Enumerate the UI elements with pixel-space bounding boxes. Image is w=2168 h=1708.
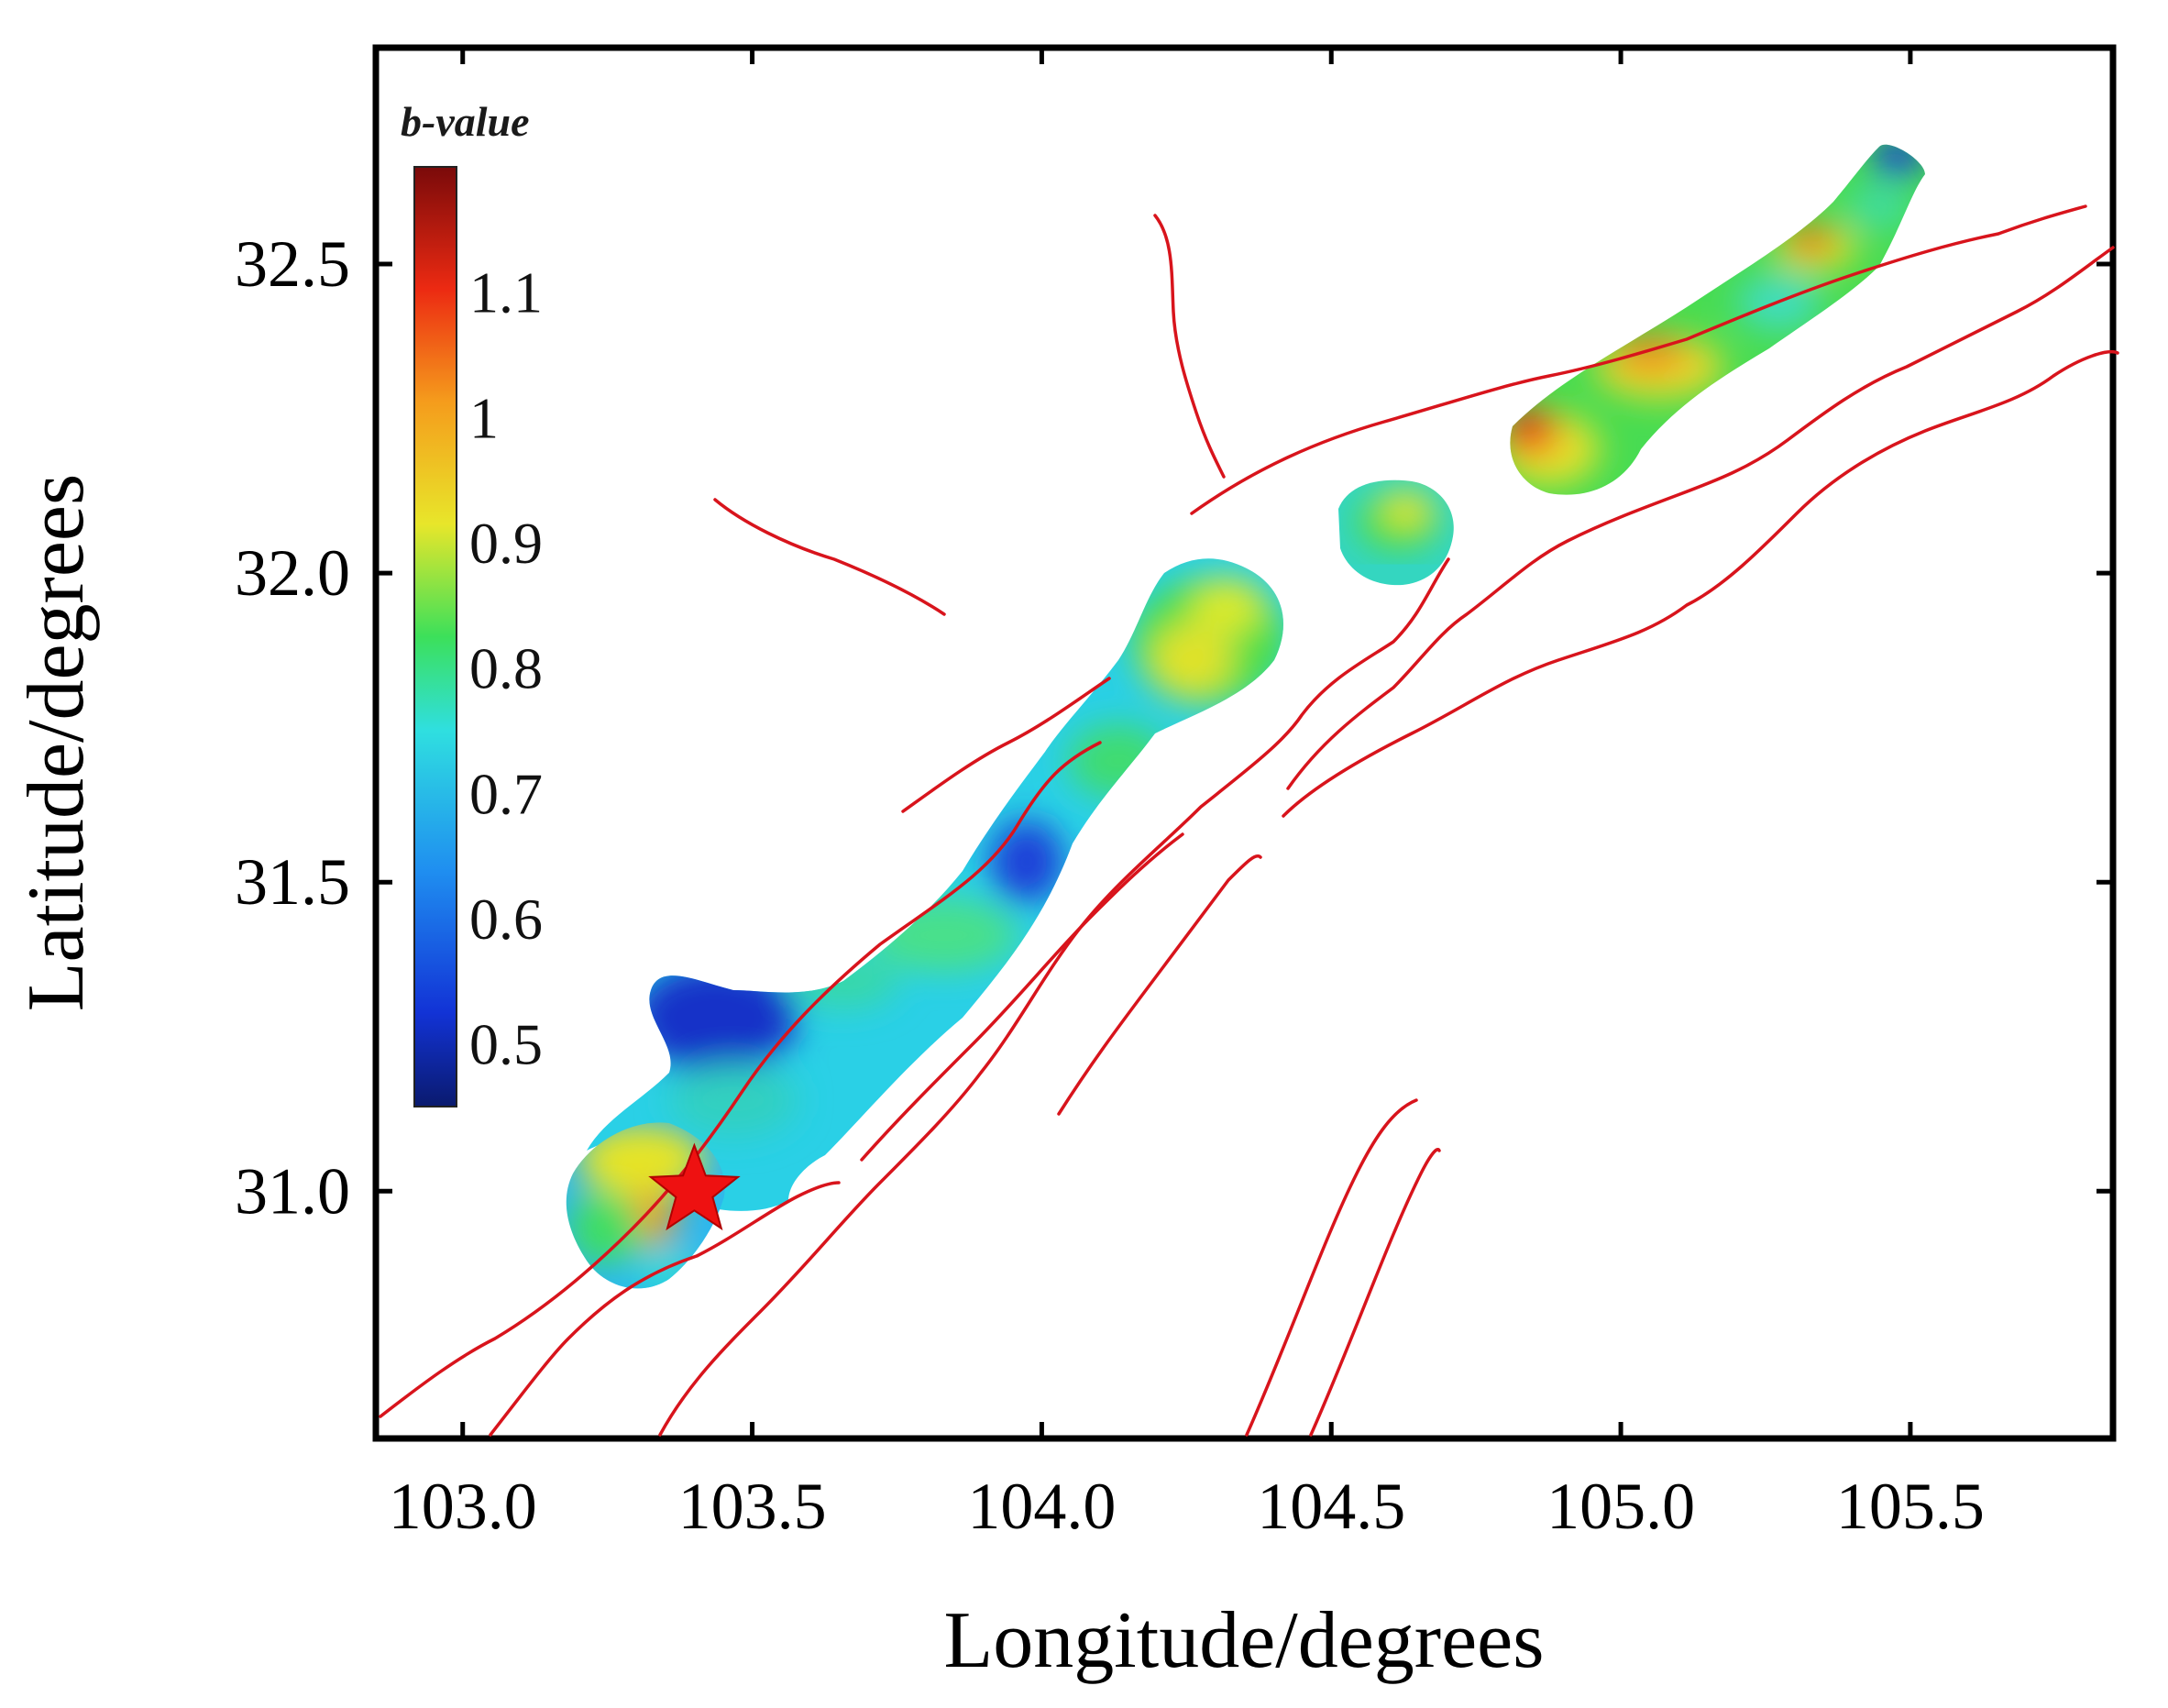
y-tick-label: 31.0 — [235, 1154, 350, 1228]
x-axis-ticks: 103.0 103.5 104.0 104.5 105.0 105.5 — [389, 48, 1985, 1543]
colorbar-gradient — [413, 166, 457, 1107]
y-tick-label: 32.0 — [235, 536, 350, 610]
y-tick-label: 32.5 — [235, 227, 350, 301]
fault-trace — [379, 741, 1102, 1418]
fault-trace — [1282, 350, 2119, 818]
y-axis-title: Latitude/degrees — [12, 474, 101, 1011]
fault-trace — [1153, 214, 1226, 479]
x-tick-label: 105.5 — [1836, 1470, 1985, 1543]
x-axis-title: Longitude/degrees — [944, 1596, 1545, 1685]
fault-trace — [489, 1181, 841, 1437]
x-tick-label: 105.0 — [1546, 1470, 1695, 1543]
x-tick-label: 104.5 — [1257, 1470, 1405, 1543]
fault-trace — [860, 832, 1184, 1162]
fault-trace — [1309, 1148, 1441, 1437]
x-tick-label: 103.0 — [389, 1470, 537, 1543]
colorbar-tick-label: 1.1 — [469, 260, 543, 325]
fault-trace — [1286, 246, 2115, 790]
fault-trace — [713, 498, 946, 616]
colorbar-tick-label: 0.7 — [469, 761, 543, 826]
plot-frame — [372, 44, 2117, 1442]
colorbar-tick-label: 1 — [469, 385, 499, 450]
fault-trace — [1190, 204, 2087, 515]
patch-central — [1338, 479, 1454, 586]
colorbar-tick-label: 0.8 — [469, 636, 543, 701]
x-tick-label: 103.5 — [678, 1470, 827, 1543]
colorbar: b-value 0.5 0.6 0.7 0.8 0.9 1 1.1 — [401, 98, 543, 1107]
y-axis-ticks: 31.0 31.5 32.0 32.5 — [235, 227, 2113, 1228]
fault-trace — [1057, 854, 1262, 1116]
fault-trace — [901, 677, 1111, 813]
fault-traces — [379, 204, 2119, 1437]
y-tick-label: 31.5 — [235, 845, 350, 919]
fault-trace — [1245, 1098, 1418, 1437]
colorbar-tick-label: 0.6 — [469, 887, 543, 952]
colorbar-tick-label: 0.5 — [469, 1012, 543, 1077]
b-value-patches — [566, 144, 1925, 1289]
fault-trace — [658, 557, 1450, 1437]
x-tick-label: 104.0 — [967, 1470, 1116, 1543]
colorbar-labels: 0.5 0.6 0.7 0.8 0.9 1 1.1 — [469, 260, 543, 1077]
colorbar-title: b-value — [401, 98, 530, 145]
epicenter-star-icon — [648, 1142, 741, 1231]
colorbar-tick-label: 0.9 — [469, 511, 543, 576]
